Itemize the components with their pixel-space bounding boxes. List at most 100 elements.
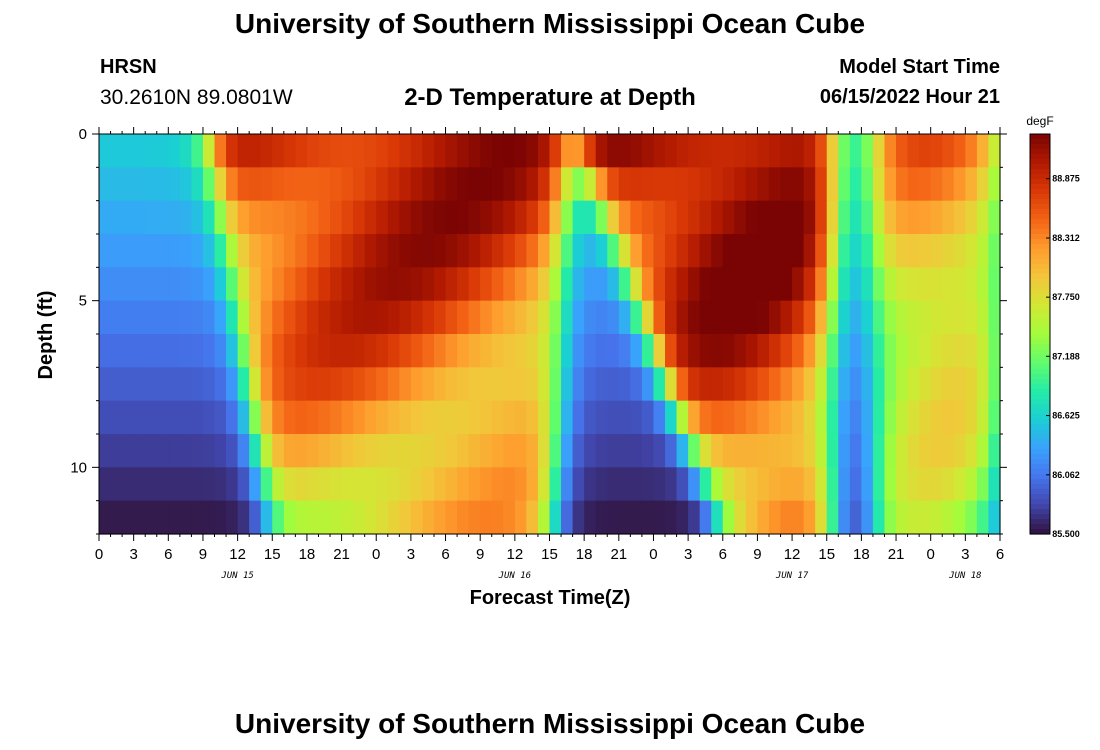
- heatmap-cell: [641, 167, 655, 202]
- heatmap-cell: [919, 434, 932, 468]
- heatmap-cell: [815, 134, 828, 168]
- heatmap-cell: [641, 267, 655, 302]
- heatmap-cell: [792, 234, 805, 268]
- heatmap-cell: [641, 200, 655, 235]
- heatmap-cell: [480, 467, 493, 502]
- heatmap-cell: [272, 434, 285, 468]
- heatmap-cell: [849, 467, 862, 502]
- heatmap-cell: [815, 400, 828, 435]
- heatmap-cell: [145, 500, 158, 535]
- heatmap-cell: [214, 167, 227, 202]
- heatmap-cell: [133, 334, 146, 368]
- heatmap-cell: [988, 334, 1001, 368]
- heatmap-cell: [133, 167, 146, 202]
- heatmap-cell: [260, 434, 273, 468]
- heatmap-cell: [295, 300, 308, 335]
- heatmap-cell: [699, 500, 712, 535]
- heatmap-cell: [595, 467, 608, 502]
- heatmap-cell: [734, 134, 747, 168]
- heatmap-cell: [896, 400, 909, 435]
- heatmap-cell: [641, 234, 655, 268]
- heatmap-cell: [976, 167, 990, 202]
- heatmap-cell: [965, 134, 978, 168]
- heatmap-cell: [480, 200, 493, 235]
- heatmap-cell: [849, 367, 862, 402]
- heatmap-cell: [618, 134, 631, 168]
- heatmap-cell: [318, 467, 331, 502]
- heatmap-cell: [861, 400, 874, 435]
- colorbar-segment: [1030, 134, 1050, 140]
- heatmap-cell: [318, 500, 331, 535]
- heatmap-cell: [295, 267, 308, 302]
- heatmap-cell: [676, 400, 689, 435]
- heatmap-cell: [861, 134, 874, 168]
- heatmap-cell: [202, 334, 216, 368]
- heatmap-cell: [260, 134, 273, 168]
- colorbar-segment: [1030, 434, 1050, 440]
- heatmap-cell: [168, 367, 181, 402]
- heatmap-cell: [676, 500, 689, 535]
- heatmap-cell: [99, 300, 112, 335]
- heatmap-cell: [341, 167, 354, 202]
- heatmap-cell: [353, 234, 366, 268]
- heatmap-cell: [468, 200, 481, 235]
- heatmap-cell: [722, 400, 735, 435]
- heatmap-cell: [919, 367, 932, 402]
- heatmap-cell: [272, 300, 285, 335]
- colorbar-segment: [1030, 149, 1050, 155]
- heatmap-cell: [688, 400, 701, 435]
- heatmap-cell: [122, 134, 135, 168]
- heatmap-cell: [780, 334, 793, 368]
- heatmap-cell: [722, 434, 735, 468]
- heatmap-cell: [711, 167, 724, 202]
- colorbar-segment: [1030, 499, 1050, 505]
- heatmap-cell: [422, 467, 435, 502]
- heatmap-cell: [815, 500, 828, 535]
- heatmap-cell: [295, 234, 308, 268]
- heatmap-cell: [757, 334, 770, 368]
- heatmap-cell: [491, 334, 504, 368]
- heatmap-cell: [653, 300, 666, 335]
- heatmap-cell: [930, 167, 943, 202]
- heatmap-cell: [930, 334, 943, 368]
- colorbar-segment: [1030, 469, 1050, 475]
- heatmap-cell: [387, 434, 400, 468]
- colorbar-unit: degF: [1026, 114, 1053, 128]
- heatmap-cell: [688, 334, 701, 368]
- heatmap-cell: [376, 134, 389, 168]
- heatmap-cell: [283, 367, 296, 402]
- heatmap-cell: [341, 334, 354, 368]
- heatmap-cell: [480, 134, 493, 168]
- heatmap-cell: [988, 367, 1001, 402]
- heatmap-cell: [665, 434, 678, 468]
- heatmap-cell: [688, 500, 701, 535]
- heatmap-cell: [514, 467, 527, 502]
- heatmap-cell: [237, 400, 250, 435]
- x-tick-label: 0: [927, 546, 935, 563]
- heatmap-cell: [607, 400, 620, 435]
- heatmap-cell: [549, 300, 562, 335]
- colorbar-segment: [1030, 379, 1050, 385]
- heatmap-cell: [607, 367, 620, 402]
- heatmap-cell: [988, 167, 1001, 202]
- heatmap-cell: [965, 300, 978, 335]
- heatmap-cell: [630, 234, 643, 268]
- heatmap-cell: [780, 367, 793, 402]
- colorbar-segment: [1030, 529, 1050, 535]
- heatmap-cell: [457, 200, 470, 235]
- heatmap-cell: [838, 234, 851, 268]
- heatmap-cell: [757, 267, 770, 302]
- colorbar-segment: [1030, 474, 1050, 480]
- heatmap-cell: [537, 167, 551, 202]
- heatmap-cell: [156, 334, 169, 368]
- heatmap-cell: [618, 400, 631, 435]
- heatmap-cell: [930, 500, 943, 535]
- heatmap-cell: [237, 434, 250, 468]
- heatmap-cell: [364, 200, 377, 235]
- heatmap-cell: [202, 167, 216, 202]
- heatmap-cell: [376, 334, 389, 368]
- heatmap-cell: [249, 300, 262, 335]
- heatmap-cell: [237, 234, 250, 268]
- chart-title: University of Southern Mississippi Ocean…: [234, 8, 866, 39]
